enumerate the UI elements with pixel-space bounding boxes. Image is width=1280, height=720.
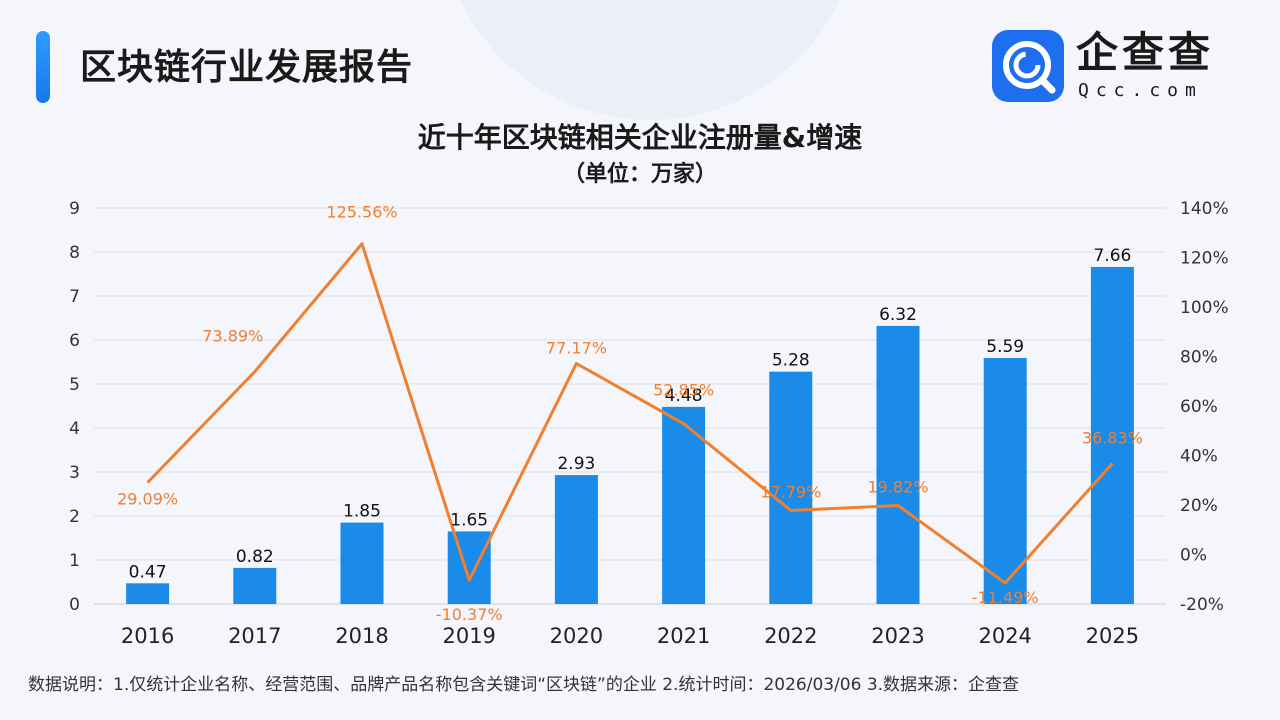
footnote: 数据说明：1.仅统计企业名称、经营范围、品牌产品名称包含关键词“区块链”的企业 … — [28, 675, 1020, 695]
y-left-tick-label: 5 — [69, 375, 80, 395]
y-left-tick-label: 9 — [69, 199, 80, 219]
y-right-tick-label: 140% — [1180, 199, 1229, 219]
bar — [233, 567, 277, 604]
chart-title: 近十年区块链相关企业注册量&增速 — [417, 121, 863, 154]
x-tick-label: 2019 — [442, 624, 495, 648]
x-tick-label: 2024 — [978, 624, 1031, 648]
bar — [126, 583, 170, 604]
bar — [1090, 266, 1134, 604]
x-tick-label: 2021 — [657, 624, 710, 648]
y-right-tick-label: 40% — [1180, 447, 1218, 467]
y-left-tick-label: 4 — [69, 419, 80, 439]
bar — [876, 325, 920, 604]
y-left-tick-label: 3 — [69, 463, 80, 483]
y-left-tick-label: 2 — [69, 507, 80, 527]
qcc-logo-icon — [992, 30, 1064, 102]
bar-value-label: 1.85 — [343, 502, 381, 522]
bar — [340, 522, 384, 604]
bar — [769, 371, 813, 604]
y-right-tick-label: 100% — [1180, 298, 1229, 318]
x-tick-label: 2025 — [1086, 624, 1139, 648]
title-accent-bar — [36, 31, 50, 103]
y-left-tick-label: 7 — [69, 287, 80, 307]
line-value-label: 77.17% — [546, 339, 607, 358]
y-left-tick-label: 6 — [69, 331, 80, 351]
y-left-tick-label: 1 — [69, 551, 80, 571]
bar-value-label: 7.66 — [1093, 246, 1131, 266]
line-value-label: -11.49% — [972, 588, 1039, 607]
y-right-tick-label: 20% — [1180, 496, 1218, 516]
y-right-tick-label: 0% — [1180, 546, 1207, 566]
bar-value-label: 0.82 — [236, 547, 274, 567]
y-right-tick-label: 80% — [1180, 348, 1218, 368]
bar-value-label: 6.32 — [879, 305, 917, 325]
x-tick-label: 2020 — [550, 624, 603, 648]
line-value-label: 19.82% — [867, 477, 928, 496]
y-right-tick-label: -20% — [1180, 595, 1224, 615]
x-tick-label: 2016 — [121, 624, 174, 648]
x-tick-label: 2017 — [228, 624, 281, 648]
line-value-label: 125.56% — [326, 203, 397, 222]
bar-value-label: 5.59 — [986, 337, 1024, 357]
line-value-label: 36.83% — [1082, 428, 1143, 447]
report-title: 区块链行业发展报告 — [80, 47, 414, 88]
y-left-tick-label: 0 — [69, 595, 80, 615]
bar-value-label: 5.28 — [772, 351, 810, 371]
line-value-label: 29.09% — [117, 490, 178, 509]
bar-value-label: 2.93 — [557, 454, 595, 474]
bar-value-label: 1.65 — [450, 510, 488, 530]
bar — [447, 531, 491, 604]
line-value-label: 17.79% — [760, 482, 821, 501]
line-value-label: -10.37% — [436, 605, 503, 624]
bar — [554, 475, 598, 604]
growth-line — [146, 242, 1114, 585]
y-left-tick-label: 8 — [69, 243, 80, 263]
line-value-label: 52.85% — [653, 381, 714, 400]
logo-name: 企查查 — [1076, 28, 1215, 77]
y-right-tick-label: 120% — [1180, 249, 1229, 269]
x-tick-label: 2022 — [764, 624, 817, 648]
bar-value-label: 4.48 — [665, 386, 703, 406]
logo-domain: Qcc.com — [1078, 80, 1203, 101]
x-tick-label: 2023 — [871, 624, 924, 648]
bar — [662, 406, 706, 604]
bar-value-label: 0.47 — [129, 562, 167, 582]
bar — [983, 358, 1027, 604]
line-value-label: 73.89% — [202, 327, 263, 346]
chart-subtitle: （单位：万家） — [562, 162, 717, 187]
y-right-tick-label: 60% — [1180, 397, 1218, 417]
x-tick-label: 2018 — [335, 624, 388, 648]
